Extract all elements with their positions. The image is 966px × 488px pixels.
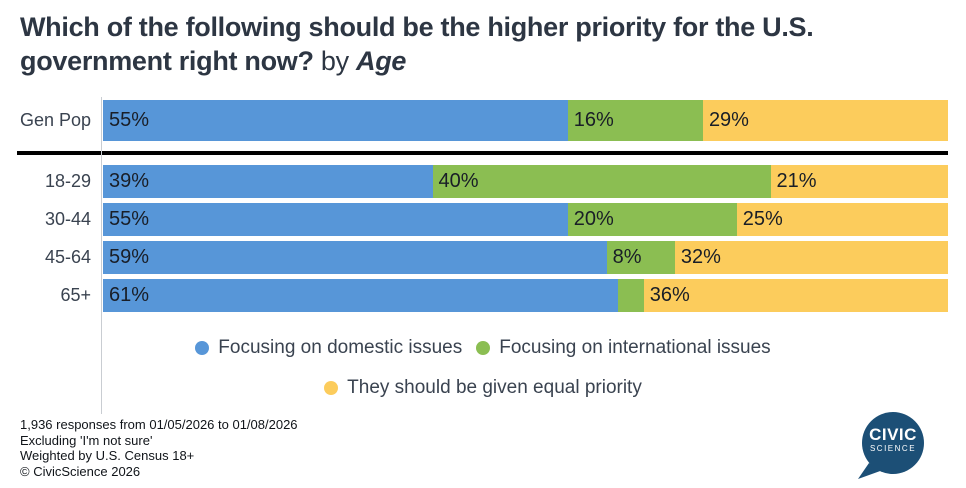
data-label: 21% xyxy=(776,170,817,192)
bar-segment: 29% xyxy=(702,100,948,141)
bar-segment: 36% xyxy=(643,279,948,312)
legend-swatch-icon xyxy=(476,341,491,355)
chart-rows: Gen Pop 55% 16% 29% 18-29 39% 40% 21% 30-44 55% 20… xyxy=(0,100,948,312)
legend-label: Focusing on international issues xyxy=(499,337,771,358)
title-by: by xyxy=(313,46,357,76)
bar-segment: 40% xyxy=(432,165,771,198)
legend: Focusing on domestic issues Focusing on i… xyxy=(0,337,966,399)
bar-segment: 61% xyxy=(103,279,619,312)
chart-row: 30-44 55% 20% 25% xyxy=(0,203,948,236)
y-axis-line xyxy=(101,97,102,414)
data-label: 40% xyxy=(438,170,479,192)
legend-swatch-icon xyxy=(195,341,210,355)
data-label: 29% xyxy=(708,109,749,131)
data-label: 55% xyxy=(109,109,150,131)
stacked-bar: 55% 20% 25% xyxy=(103,203,948,236)
bar-segment: 55% xyxy=(103,203,568,236)
title-dimension: Age xyxy=(356,46,407,76)
data-label: 20% xyxy=(573,208,614,230)
legend-row-1: Focusing on domestic issues Focusing on i… xyxy=(188,337,777,359)
chart-row: 65+ 61% 36% xyxy=(0,279,948,312)
legend-swatch-icon xyxy=(324,381,339,395)
data-label: 59% xyxy=(109,246,150,268)
legend-row-2: They should be given equal priority xyxy=(317,377,649,399)
data-label: 16% xyxy=(573,109,614,131)
category-label: 30-44 xyxy=(44,209,91,229)
chart-title: Which of the following should be the hig… xyxy=(20,10,950,78)
footer-notes: 1,936 responses from 01/05/2026 to 01/08… xyxy=(20,417,298,479)
data-label: 55% xyxy=(109,208,150,230)
logo-line1: CIVIC xyxy=(869,425,917,444)
data-label: 39% xyxy=(109,170,150,192)
category-label: 45-64 xyxy=(44,247,91,267)
data-label: 25% xyxy=(742,208,783,230)
footer-line: © CivicScience 2026 xyxy=(20,463,141,479)
bar-segment: 55% xyxy=(103,100,568,141)
genpop-divider xyxy=(17,151,948,155)
chart-row: Gen Pop 55% 16% 29% xyxy=(0,100,948,141)
title-question: Which of the following should be the hig… xyxy=(20,12,814,76)
footer-line: Excluding 'I'm not sure' xyxy=(20,432,153,448)
footer-line: 1,936 responses from 01/05/2026 to 01/08… xyxy=(20,417,298,432)
footer-line: Weighted by U.S. Census 18+ xyxy=(20,448,195,463)
stacked-bar: 39% 40% 21% xyxy=(103,165,948,198)
speech-bubble-icon xyxy=(858,412,924,479)
stacked-bar: 55% 16% 29% xyxy=(103,100,948,141)
stacked-bar: 61% 36% xyxy=(103,279,948,312)
bar-segment: 21% xyxy=(770,165,948,198)
bar-segment: 25% xyxy=(736,203,948,236)
legend-item: They should be given equal priority xyxy=(324,377,642,399)
chart-row: 45-64 59% 8% 32% xyxy=(0,241,948,274)
bar-segment: 20% xyxy=(567,203,737,236)
bar-segment: 59% xyxy=(103,241,607,274)
civicscience-logo: CIVIC SCIENCE xyxy=(855,409,929,483)
bar-segment: 39% xyxy=(103,165,433,198)
category-label: Gen Pop xyxy=(19,110,91,130)
category-label: 65+ xyxy=(60,285,91,305)
data-label: 61% xyxy=(109,284,150,306)
legend-item: Focusing on international issues xyxy=(476,337,771,359)
bar-segment: 16% xyxy=(567,100,703,141)
data-label: 32% xyxy=(680,246,721,268)
stacked-bar: 59% 8% 32% xyxy=(103,241,948,274)
legend-label: They should be given equal priority xyxy=(347,377,642,398)
logo-text: CIVIC SCIENCE xyxy=(862,426,924,454)
chart-row: 18-29 39% 40% 21% xyxy=(0,165,948,198)
bar-segment xyxy=(618,279,644,312)
logo-line2: SCIENCE xyxy=(869,444,917,453)
legend-label: Focusing on domestic issues xyxy=(218,337,463,358)
bar-segment: 32% xyxy=(674,241,948,274)
stacked-bar-chart: Gen Pop 55% 16% 29% 18-29 39% 40% 21% 30-44 55% 20… xyxy=(0,97,948,414)
legend-item: Focusing on domestic issues xyxy=(195,337,462,359)
data-label: 36% xyxy=(649,284,690,306)
category-label: 18-29 xyxy=(44,171,91,191)
data-label: 8% xyxy=(612,246,642,268)
bar-segment: 8% xyxy=(606,241,675,274)
